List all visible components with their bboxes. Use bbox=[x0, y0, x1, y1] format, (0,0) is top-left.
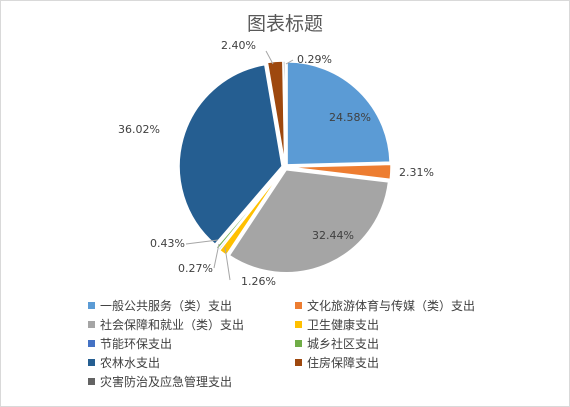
legend-item: 社会保障和就业（类）支出 bbox=[88, 316, 295, 332]
legend-item: 节能环保支出 bbox=[88, 335, 295, 351]
leader-line bbox=[185, 239, 219, 245]
data-label: 36.02% bbox=[118, 123, 160, 136]
leader-line bbox=[213, 243, 220, 269]
data-label: 0.43% bbox=[150, 237, 185, 250]
data-label: 2.31% bbox=[399, 166, 434, 179]
legend-swatch bbox=[88, 301, 95, 309]
legend-swatch bbox=[295, 339, 302, 347]
data-label: 0.29% bbox=[297, 53, 332, 66]
legend-swatch bbox=[88, 377, 95, 385]
leader-line bbox=[224, 246, 231, 281]
legend-swatch bbox=[88, 358, 95, 366]
legend-label: 社会保障和就业（类）支出 bbox=[100, 317, 245, 332]
legend-swatch bbox=[88, 320, 95, 328]
legend-label: 城乡社区支出 bbox=[307, 336, 380, 351]
legend-item: 农林水支出 bbox=[88, 354, 295, 370]
legend-swatch bbox=[295, 320, 302, 328]
leader-line bbox=[285, 59, 294, 65]
legend: 一般公共服务（类）支出 文化旅游体育与传媒（类）支出社会保障和就业（类）支出 卫生健… bbox=[88, 297, 528, 389]
legend-label: 节能环保支出 bbox=[100, 336, 173, 351]
legend-label: 住房保障支出 bbox=[307, 355, 380, 370]
legend-label: 一般公共服务（类）支出 bbox=[100, 298, 233, 313]
legend-item: 文化旅游体育与传媒（类）支出 bbox=[295, 297, 528, 313]
data-label: 0.27% bbox=[178, 262, 213, 275]
legend-item: 城乡社区支出 bbox=[295, 335, 528, 351]
pie-slice bbox=[228, 168, 390, 274]
legend-item: 卫生健康支出 bbox=[295, 316, 528, 332]
data-label: 24.58% bbox=[329, 111, 371, 124]
data-label: 2.40% bbox=[221, 39, 256, 52]
pie-slice bbox=[287, 163, 392, 181]
pie-slice bbox=[178, 63, 283, 246]
legend-swatch bbox=[88, 339, 95, 347]
data-label: 1.26% bbox=[241, 275, 276, 288]
legend-label: 卫生健康支出 bbox=[307, 317, 380, 332]
legend-swatch bbox=[295, 358, 302, 366]
legend-label: 灾害防治及应急管理支出 bbox=[100, 374, 233, 389]
legend-label: 农林水支出 bbox=[100, 355, 161, 370]
legend-label: 文化旅游体育与传媒（类）支出 bbox=[307, 298, 476, 313]
pie-slice bbox=[286, 61, 391, 166]
legend-item: 灾害防治及应急管理支出 bbox=[88, 373, 295, 389]
legend-item: 一般公共服务（类）支出 bbox=[88, 297, 295, 313]
legend-item: 住房保障支出 bbox=[295, 354, 528, 370]
pie-slice bbox=[282, 60, 286, 165]
chart-title: 图表标题 bbox=[246, 13, 323, 35]
leader-line bbox=[265, 50, 274, 65]
legend-swatch bbox=[295, 301, 302, 309]
data-label: 32.44% bbox=[312, 229, 354, 242]
